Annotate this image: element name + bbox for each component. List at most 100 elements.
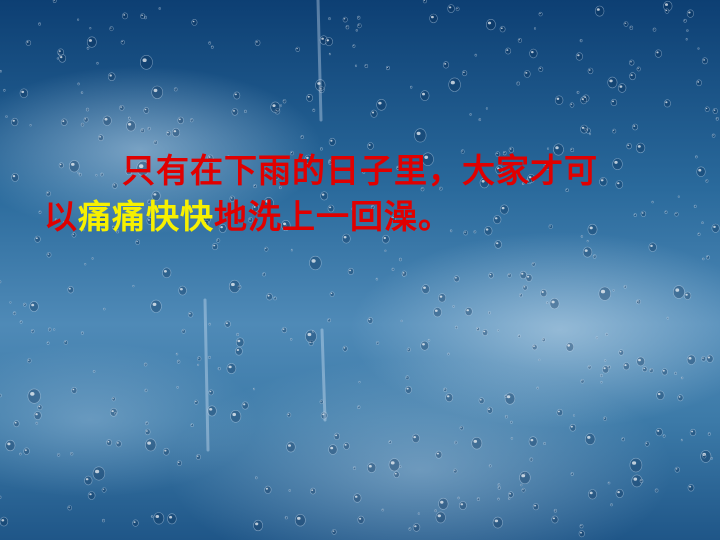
rain-drop (572, 414, 576, 417)
rain-drop (523, 70, 531, 78)
water-streak (316, 0, 323, 122)
rain-drop (629, 25, 634, 30)
rain-drop (23, 302, 27, 307)
rain-drop (89, 27, 92, 30)
rain-drop (497, 497, 500, 501)
rain-drop (644, 441, 650, 447)
rain-drop (680, 438, 684, 442)
rain-drop (411, 433, 420, 444)
rain-drop (696, 79, 702, 87)
rain-drop (91, 257, 94, 260)
rain-drop (517, 334, 521, 338)
rain-drop (319, 399, 324, 405)
rain-drop (522, 284, 528, 291)
rain-drop (84, 475, 93, 486)
rain-drop (454, 325, 458, 330)
rain-drop (455, 6, 460, 12)
rain-drop (570, 147, 575, 152)
rain-drop (92, 466, 106, 481)
rain-drop (438, 293, 447, 303)
rain-drop (636, 66, 641, 72)
rain-drop (370, 205, 375, 210)
rain-drop (320, 411, 328, 420)
rain-drop (420, 187, 425, 192)
rain-drop (11, 172, 19, 182)
rain-drop (519, 471, 531, 485)
rain-drop (122, 12, 129, 20)
rain-drop (19, 320, 23, 324)
rain-drop (666, 316, 669, 320)
rain-drop (607, 76, 618, 89)
rain-drop (497, 485, 501, 490)
rain-drop (153, 139, 158, 145)
rain-drop (367, 317, 374, 324)
rain-drop (295, 46, 301, 52)
rain-drop (702, 257, 705, 261)
rain-drop (674, 371, 678, 375)
rain-drop (640, 210, 647, 217)
rain-drop (100, 172, 104, 177)
rain-drop (274, 108, 281, 115)
rain-drop (19, 452, 22, 456)
rain-drop (13, 420, 20, 428)
rain-drop (229, 195, 236, 202)
rain-drop (63, 340, 68, 345)
rain-drop (126, 120, 136, 132)
rain-drop (227, 155, 230, 159)
rain-drop (202, 219, 210, 228)
rain-drop (286, 412, 292, 418)
rain-drop (195, 454, 201, 460)
rain-drop (304, 154, 313, 164)
rain-drop (140, 13, 146, 19)
rain-drop (507, 497, 511, 501)
rain-drop (77, 171, 80, 175)
rain-drop (207, 405, 217, 417)
rain-drop (414, 128, 427, 143)
rain-drop (62, 221, 66, 224)
rain-drop (98, 134, 104, 141)
rain-drop (273, 173, 279, 180)
rain-drop (711, 133, 716, 138)
rain-drop (462, 70, 468, 77)
rain-drop (38, 210, 42, 214)
rain-drop (693, 204, 697, 208)
rain-drop (312, 108, 316, 112)
rain-drop (605, 332, 609, 337)
rain-drop (700, 450, 712, 463)
rain-drop (77, 82, 80, 86)
rain-drop (352, 466, 357, 470)
rain-drop (111, 396, 116, 402)
rain-drop (150, 515, 154, 518)
rain-drop (290, 337, 293, 341)
rain-drop (56, 453, 61, 457)
rain-drop (29, 123, 32, 127)
rain-drop (388, 440, 392, 444)
rain-drop (517, 38, 523, 43)
rain-drop (354, 64, 358, 68)
rain-drop (282, 99, 287, 104)
rain-drop (69, 160, 80, 173)
rain-drop (687, 484, 695, 492)
rain-drop (715, 117, 719, 121)
rain-drop (398, 465, 402, 469)
rain-drop (235, 337, 245, 348)
rain-drop (92, 369, 96, 373)
slide-text: 只有在下雨的日子里，大家才可 以痛痛快快地洗上一回澡。 (44, 148, 694, 240)
rain-drop (211, 243, 219, 251)
rain-drop (615, 488, 624, 498)
rain-drop (598, 286, 611, 301)
rain-drop (281, 326, 287, 334)
rain-drop (328, 160, 333, 165)
rain-drop (652, 27, 657, 32)
rain-drop (351, 207, 355, 211)
rain-drop (190, 423, 194, 428)
rain-drop (357, 405, 361, 410)
rain-drop (208, 322, 211, 326)
rain-drop (463, 230, 468, 236)
rain-drop (602, 416, 607, 421)
rain-drop (654, 488, 659, 493)
rain-drop (473, 230, 477, 234)
rain-drop (34, 235, 41, 243)
rain-drop (579, 38, 583, 43)
